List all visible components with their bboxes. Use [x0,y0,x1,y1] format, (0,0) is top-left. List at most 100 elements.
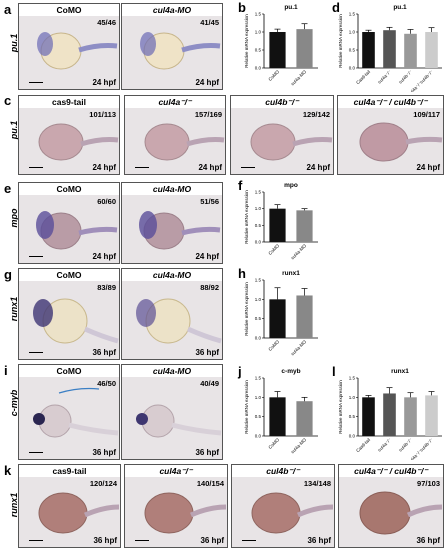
chart-title: runx1 [391,368,409,375]
y-tick-label: 0.5 [255,223,262,228]
scale-bar [29,451,43,453]
panel-letter: k [4,463,12,478]
y-tick-label: 1.5 [255,12,262,17]
ish-image: cul4a-MO 88/92 36 hpf [121,268,223,360]
panel-letter: f [238,178,243,193]
ish-image: cul4a-MO 41/45 24 hpf [121,3,223,90]
stage-label: 36 hpf [195,448,219,457]
ratio-label: 60/60 [97,197,116,206]
chart-title: runx1 [282,270,300,277]
bar [269,299,286,338]
y-tick-label: 1.0 [255,395,262,400]
scale-bar [242,539,256,541]
bar-chart-b: b pu.1 Relative mRNA expression 0.0 0.5 1.0 1.… [238,0,318,87]
bar [362,32,375,68]
chart-title: pu.1 [393,4,407,11]
stage-label: 36 hpf [307,536,331,545]
x-tick-label: cul4b⁻/⁻ [398,69,414,85]
chart-title: mpo [284,182,298,189]
stage-label: 24 hpf [92,78,116,87]
x-tick-label: cul4a-MO [290,339,308,357]
ish-image: CoMO 46/50 36 hpf [18,364,120,460]
ish-image: cul4b⁻/⁻ 129/142 24 hpf [230,95,334,175]
bar-chart-f: f mpo Relative mRNA expression 0.0 0.5 1.0 1.5… [238,178,318,261]
bar [404,33,417,68]
ratio-label: 140/154 [196,479,224,488]
ish-image: cul4a-MO 40/49 36 hpf [121,364,223,460]
y-tick-label: 1.0 [349,395,356,400]
y-axis-label: Relative mRNA expression [244,190,249,244]
ratio-label: 101/113 [89,110,116,119]
ish-image: cul4a⁻/⁻ 140/154 36 hpf [124,464,228,548]
ratio-label: 83/89 [97,283,116,292]
scale-bar [135,166,149,168]
y-tick-label: 1.5 [255,278,262,283]
bar [269,32,286,68]
ish-image: CoMO 45/46 24 hpf [18,3,120,90]
x-tick-label: CoMO [267,339,280,352]
ratio-label: 41/45 [200,18,219,27]
y-tick-label: 1.0 [255,297,262,302]
y-tick-label: 0.5 [349,48,356,53]
ish-image: CoMO 60/60 24 hpf [18,182,120,264]
panel-letter: g [4,267,12,282]
ratio-label: 120/124 [89,479,117,488]
ratio-label: 40/49 [200,379,219,388]
y-tick-label: 0.5 [349,414,356,419]
stage-label: 36 hpf [92,448,116,457]
scale-bar [29,255,43,257]
stage-label: 24 hpf [92,252,116,261]
bar [383,393,396,436]
ish-image: cul4b⁻/⁻ 134/148 36 hpf [231,464,335,548]
x-tick-label: cul4a-MO [290,69,308,87]
stage-label: 24 hpf [195,78,219,87]
x-tick-label: Cas9-tail [355,437,371,453]
y-tick-label: 1.5 [349,376,356,381]
stage-label: 36 hpf [200,536,224,545]
y-axis-label: Relative mRNA expression [244,282,249,336]
bar [296,401,313,436]
stage-label: 24 hpf [198,163,222,172]
panel-letter: d [332,0,340,15]
y-tick-label: 1.5 [255,190,262,195]
bar-chart-h: h runx1 Relative mRNA expression 0.0 0.5 1.0 1… [238,266,318,357]
stage-label: 36 hpf [93,536,117,545]
ratio-label: 88/92 [200,283,219,292]
bar [362,397,375,436]
ish-image: cas9-tail 120/124 36 hpf [18,464,121,548]
panel-letter: i [4,363,8,378]
panel-letter: j [237,364,242,379]
y-tick-label: 1.5 [349,12,356,17]
scale-bar [241,166,255,168]
x-tick-label: cul4b⁻/⁻ [398,437,414,453]
bar-chart-j: j c-myb Relative mRNA expression 0.0 0.5 1.0 1… [237,364,318,455]
stage-label: 36 hpf [195,348,219,357]
y-tick-label: 0.0 [255,434,262,439]
y-tick-label: 0.0 [255,240,262,245]
ratio-label: 51/56 [200,197,219,206]
panel-letter: h [238,266,246,281]
y-tick-label: 0.5 [255,316,262,321]
scale-bar [29,166,43,168]
bar [425,395,438,436]
scale-bar [29,539,43,541]
x-tick-label: CoMO [267,243,280,256]
scale-bar [135,539,149,541]
bar-chart-l: l runx1 Relative mRNA expression 0.0 0.5 1.0 1… [332,364,442,460]
y-tick-label: 0.5 [255,414,262,419]
chart-title: c-myb [281,368,300,375]
panel-letter: b [238,0,246,15]
panel-letter: e [4,181,12,196]
stage-label: 36 hpf [416,536,440,545]
x-tick-label: CoMO [267,437,280,450]
y-axis-label: Relative mRNA expression [244,380,249,434]
scale-bar [29,351,43,353]
ish-image: cas9-tail 101/113 24 hpf [18,95,120,175]
stage-label: 24 hpf [195,252,219,261]
bar [269,208,286,242]
chart-title: pu.1 [284,4,298,11]
ish-image: cul4a⁻/⁻ / cul4b⁻/⁻ 97/103 36 hpf [338,464,444,548]
bar [404,397,417,436]
bar [296,29,313,68]
bar [296,295,313,338]
